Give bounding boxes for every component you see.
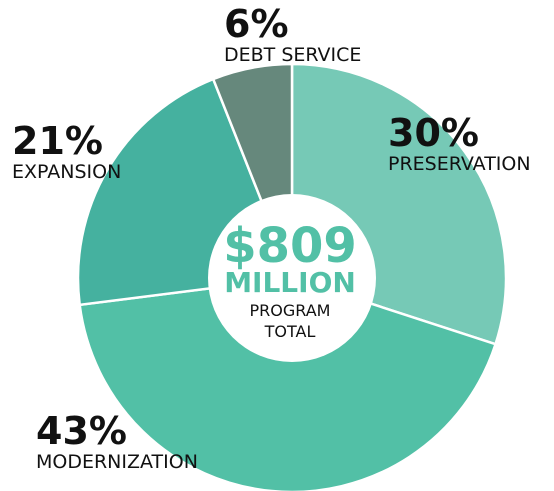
slice-percent: 6% [224, 2, 289, 46]
center-hole [208, 194, 376, 362]
slice-percent: 21% [12, 119, 103, 163]
slice-label: MODERNIZATION [36, 451, 198, 473]
labels: 30%PRESERVATION 43%MODERNIZATION 21%EXPANS… [12, 2, 531, 473]
slice-label: EXPANSION [12, 161, 121, 183]
slice-label: DEBT SERVICE [224, 44, 361, 66]
center-caption: TOTAL [264, 322, 316, 341]
slice-percent: 43% [36, 409, 127, 453]
center-unit: MILLION [224, 266, 356, 299]
slice-label: PRESERVATION [388, 153, 531, 175]
slice-percent: 30% [388, 111, 479, 155]
center-amount: $809 [223, 218, 357, 274]
center-caption: PROGRAM [250, 301, 331, 320]
slice [78, 276, 498, 491]
